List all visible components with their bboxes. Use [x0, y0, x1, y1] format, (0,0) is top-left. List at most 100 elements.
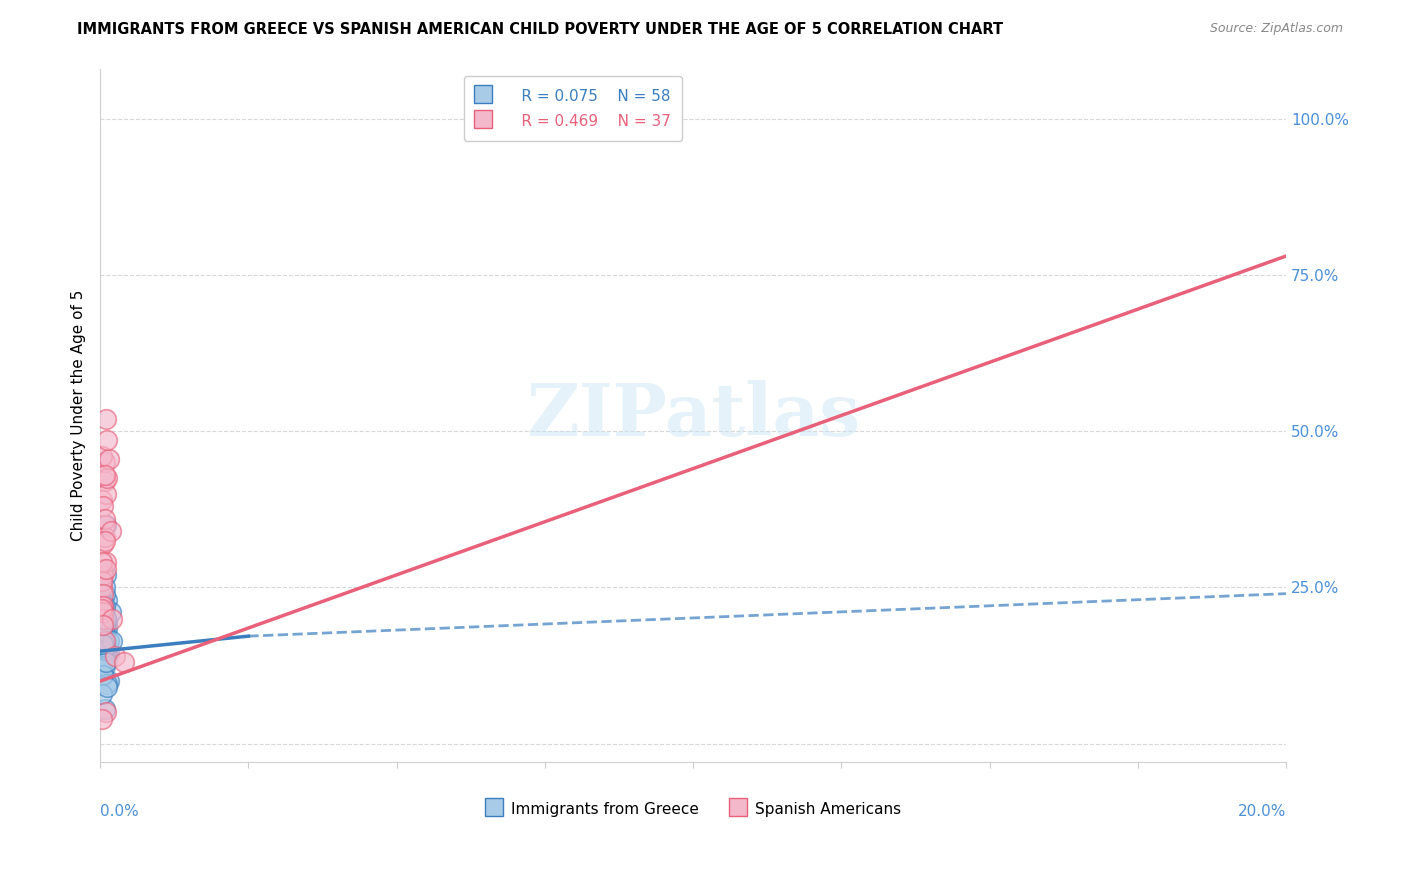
- Point: [91, 627, 114, 641]
- Point: [96, 434, 118, 448]
- Point: [90, 492, 112, 507]
- Point: [94, 455, 117, 469]
- Point: [94, 627, 117, 641]
- Point: [90, 637, 112, 651]
- Point: [91, 587, 114, 601]
- Point: [98, 452, 121, 467]
- Point: [96, 681, 118, 695]
- Point: [90, 555, 112, 569]
- Point: [94, 511, 117, 525]
- Y-axis label: Child Poverty Under the Age of 5: Child Poverty Under the Age of 5: [72, 290, 86, 541]
- Legend: Immigrants from Greece, Spanish Americans: Immigrants from Greece, Spanish American…: [478, 793, 907, 824]
- Point: [91, 668, 114, 682]
- Point: [94, 706, 117, 720]
- Point: [94, 627, 117, 641]
- Point: [94, 627, 117, 641]
- Point: [96, 677, 118, 691]
- Point: [90, 668, 112, 682]
- Point: [90, 712, 112, 726]
- Point: [90, 656, 112, 670]
- Point: [96, 593, 118, 607]
- Point: [94, 656, 117, 670]
- Point: [90, 656, 112, 670]
- Text: 0.0%: 0.0%: [100, 804, 139, 819]
- Point: [100, 524, 122, 538]
- Point: [91, 567, 114, 582]
- Point: [90, 624, 112, 639]
- Point: [94, 618, 117, 632]
- Point: [104, 649, 127, 664]
- Point: [90, 602, 112, 616]
- Point: [90, 581, 112, 595]
- Text: ZIPatlas: ZIPatlas: [526, 380, 860, 451]
- Point: [96, 621, 118, 635]
- Point: [91, 618, 114, 632]
- Point: [90, 649, 112, 664]
- Point: [101, 612, 124, 626]
- Point: [94, 474, 117, 488]
- Point: [94, 581, 117, 595]
- Point: [91, 599, 114, 614]
- Point: [94, 640, 117, 654]
- Point: [91, 499, 114, 513]
- Point: [94, 702, 117, 716]
- Point: [101, 633, 124, 648]
- Point: [91, 637, 114, 651]
- Point: [91, 612, 114, 626]
- Point: [98, 646, 121, 660]
- Text: IMMIGRANTS FROM GREECE VS SPANISH AMERICAN CHILD POVERTY UNDER THE AGE OF 5 CORR: IMMIGRANTS FROM GREECE VS SPANISH AMERIC…: [77, 22, 1004, 37]
- Point: [96, 615, 118, 629]
- Point: [94, 517, 117, 532]
- Point: [94, 602, 117, 616]
- Point: [94, 640, 117, 654]
- Point: [94, 467, 117, 482]
- Point: [94, 637, 117, 651]
- Point: [90, 631, 112, 645]
- Point: [91, 606, 114, 620]
- Point: [98, 674, 121, 689]
- Point: [96, 471, 118, 485]
- Point: [94, 411, 117, 425]
- Point: [91, 596, 114, 610]
- Point: [91, 621, 114, 635]
- Point: [90, 687, 112, 701]
- Point: [90, 574, 112, 589]
- Point: [100, 606, 122, 620]
- Point: [94, 567, 117, 582]
- Point: [94, 652, 117, 666]
- Point: [91, 599, 114, 614]
- Point: [91, 615, 114, 629]
- Text: Source: ZipAtlas.com: Source: ZipAtlas.com: [1209, 22, 1343, 36]
- Point: [91, 536, 114, 550]
- Point: [98, 633, 121, 648]
- Point: [94, 643, 117, 657]
- Point: [90, 449, 112, 463]
- Point: [94, 517, 117, 532]
- Point: [91, 618, 114, 632]
- Point: [94, 612, 117, 626]
- Point: [94, 555, 117, 569]
- Point: [94, 643, 117, 657]
- Point: [94, 633, 117, 648]
- Point: [90, 662, 112, 676]
- Point: [91, 637, 114, 651]
- Point: [94, 658, 117, 673]
- Point: [91, 561, 114, 575]
- Point: [94, 599, 117, 614]
- Point: [91, 606, 114, 620]
- Point: [94, 612, 117, 626]
- Point: [91, 599, 114, 614]
- Point: [96, 646, 118, 660]
- Point: [94, 533, 117, 548]
- Point: [94, 486, 117, 500]
- Point: [94, 587, 117, 601]
- Point: [91, 618, 114, 632]
- Point: [90, 643, 112, 657]
- Point: [112, 656, 135, 670]
- Point: [94, 612, 117, 626]
- Point: [90, 599, 112, 614]
- Point: [94, 530, 117, 544]
- Point: [94, 633, 117, 648]
- Point: [94, 561, 117, 575]
- Point: [91, 612, 114, 626]
